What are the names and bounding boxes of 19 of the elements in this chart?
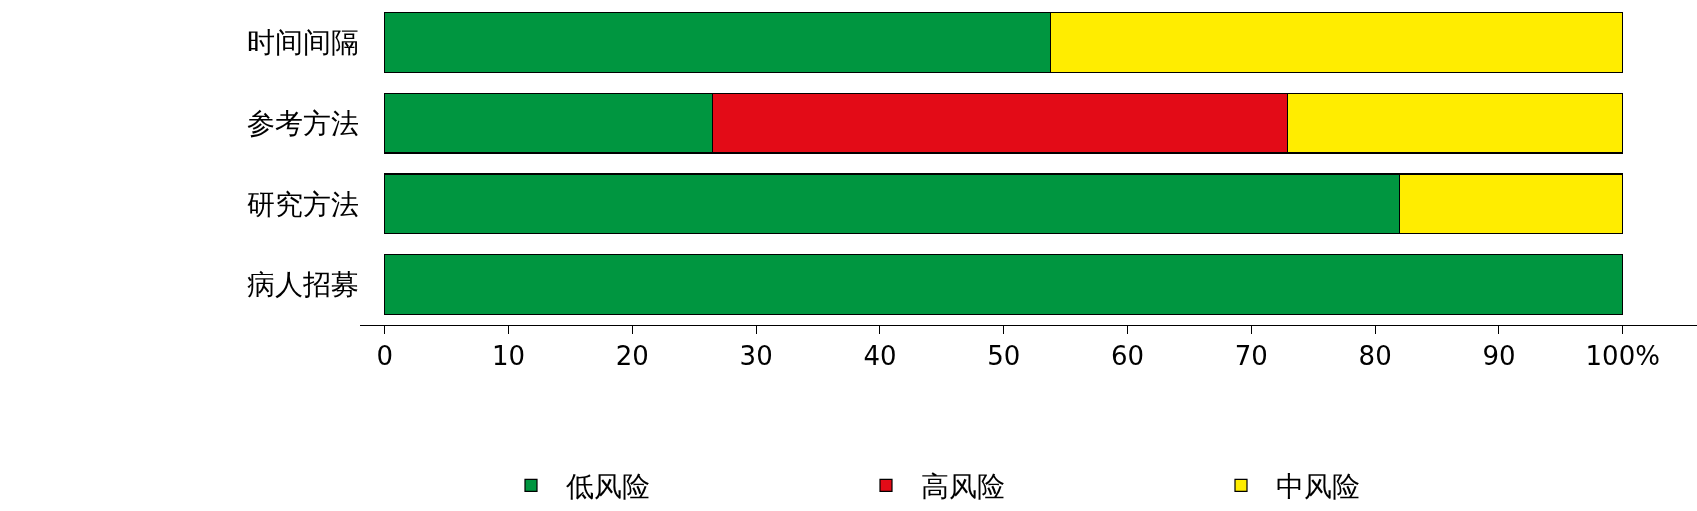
x-tick-label: 80 <box>1358 341 1392 372</box>
x-tick-label: 10 <box>492 341 526 372</box>
legend-label: 中风险 <box>1276 470 1360 504</box>
x-tick-label: 50 <box>987 341 1021 372</box>
y-tick-label: 研究方法 <box>247 187 359 221</box>
legend-label: 高风险 <box>921 470 1005 504</box>
x-tick-label: 70 <box>1234 341 1268 372</box>
bar <box>384 254 1624 316</box>
x-tick-label: 90 <box>1482 341 1516 372</box>
legend-label: 低风险 <box>566 470 650 504</box>
y-tick-label: 病人招募 <box>247 268 359 302</box>
x-tick-label: 60 <box>1110 341 1145 372</box>
x-tick-label: 20 <box>615 341 649 372</box>
x-tick-label: 100% <box>1585 341 1660 372</box>
y-tick-label: 时间间隔 <box>247 26 359 60</box>
y-tick-label: 参考方法 <box>247 106 359 140</box>
x-tick-label: 40 <box>863 341 897 372</box>
x-tick-label: 0 <box>376 341 394 372</box>
x-tick-label: 30 <box>739 341 773 372</box>
